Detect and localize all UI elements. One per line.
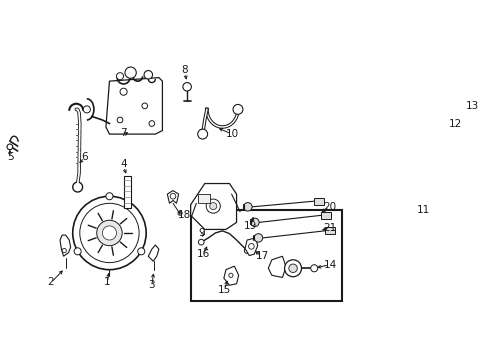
Circle shape [73,196,146,270]
Circle shape [206,199,220,213]
Circle shape [149,121,154,126]
Circle shape [284,260,301,277]
Text: 9: 9 [198,228,204,238]
Circle shape [120,88,127,95]
Circle shape [436,104,445,112]
Circle shape [310,265,317,272]
Circle shape [209,203,216,210]
Circle shape [449,102,457,109]
Text: 5: 5 [7,152,14,162]
Text: 19: 19 [244,221,257,231]
Circle shape [228,273,233,278]
Text: 12: 12 [447,118,461,129]
Bar [321,212,330,219]
Circle shape [233,104,243,114]
Text: 6: 6 [81,152,88,162]
Circle shape [170,193,176,199]
Circle shape [83,106,90,113]
Circle shape [198,239,203,245]
Circle shape [73,182,82,192]
Circle shape [138,248,144,255]
Text: 4: 4 [120,159,126,170]
Circle shape [144,71,152,79]
Bar [324,227,334,234]
Circle shape [250,218,259,226]
Text: 7: 7 [120,128,126,138]
Circle shape [80,203,139,262]
Polygon shape [190,184,236,229]
Polygon shape [268,256,285,278]
Text: 10: 10 [225,129,239,139]
Circle shape [62,248,66,253]
Circle shape [117,117,122,123]
Circle shape [116,73,123,80]
Circle shape [142,103,147,109]
Bar [197,194,210,203]
Text: 14: 14 [323,260,336,270]
Text: 17: 17 [255,251,268,261]
Circle shape [197,129,207,139]
Circle shape [106,193,113,200]
Circle shape [424,109,435,121]
Text: 20: 20 [323,202,336,212]
Circle shape [125,67,136,78]
Circle shape [7,144,13,150]
Circle shape [183,82,191,91]
Bar [123,176,130,208]
Circle shape [97,220,122,246]
Circle shape [243,203,252,211]
Circle shape [427,112,433,118]
Text: 11: 11 [416,205,429,215]
Polygon shape [106,78,162,134]
Circle shape [244,248,249,253]
Polygon shape [167,190,178,203]
Polygon shape [244,238,257,256]
Text: 8: 8 [182,66,188,76]
Circle shape [102,226,116,240]
Circle shape [288,264,297,273]
Text: 18: 18 [178,210,191,220]
Text: 3: 3 [148,280,155,290]
Polygon shape [60,235,70,256]
Text: 2: 2 [47,278,54,287]
Polygon shape [148,245,159,261]
Circle shape [398,184,408,193]
Circle shape [248,244,254,249]
Text: 16: 16 [196,249,209,259]
Bar [191,210,341,301]
Text: 1: 1 [104,278,110,287]
Circle shape [254,234,262,242]
Text: 13: 13 [465,101,478,111]
Text: 15: 15 [218,284,231,294]
Bar [314,198,324,205]
Polygon shape [224,266,238,285]
Circle shape [74,248,81,255]
Text: 21: 21 [323,223,336,233]
Circle shape [178,211,182,215]
